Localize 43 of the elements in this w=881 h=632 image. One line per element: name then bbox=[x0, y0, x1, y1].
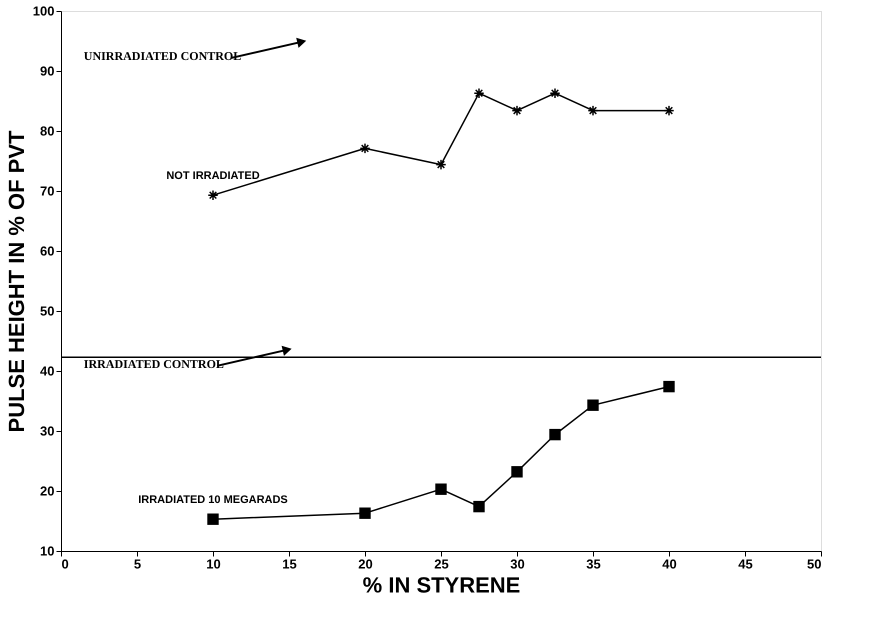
x-tick-label: 35 bbox=[586, 556, 601, 572]
series-label: NOT IRRADIATED bbox=[166, 170, 260, 182]
x-tick-label: 50 bbox=[807, 556, 822, 572]
y-tick-label: 100 bbox=[32, 4, 54, 18]
y-tick-label: 80 bbox=[40, 124, 54, 138]
point bbox=[436, 159, 446, 170]
y-tick-label: 20 bbox=[40, 484, 54, 498]
x-tick-label: 30 bbox=[510, 556, 525, 572]
point bbox=[664, 105, 674, 116]
x-tick-label: 20 bbox=[358, 556, 373, 572]
y-tick-label: 10 bbox=[40, 544, 54, 558]
y-tick-label: 60 bbox=[40, 244, 54, 258]
point bbox=[207, 514, 219, 525]
point bbox=[663, 380, 675, 392]
point bbox=[473, 500, 485, 512]
x-tick-label: 15 bbox=[282, 556, 297, 572]
point bbox=[587, 400, 599, 411]
y-tick-label: 40 bbox=[40, 364, 54, 378]
point bbox=[511, 466, 523, 478]
point bbox=[588, 105, 598, 116]
annotation: UNIRRADIATED CONTROL bbox=[84, 48, 242, 63]
y-tick-label: 70 bbox=[40, 184, 54, 198]
x-tick-label: 45 bbox=[738, 556, 753, 572]
point bbox=[550, 88, 560, 99]
y-tick-label: 90 bbox=[40, 64, 54, 78]
x-tick-label: 5 bbox=[134, 556, 142, 572]
point bbox=[208, 190, 218, 201]
x-tick-label: 40 bbox=[662, 556, 677, 572]
series-label: IRRADIATED 10 MEGARADS bbox=[138, 494, 288, 506]
x-axis-title: % IN STYRENE bbox=[362, 572, 520, 598]
x-tick-label: 25 bbox=[434, 556, 449, 572]
point bbox=[549, 428, 561, 440]
x-tick-label: 0 bbox=[62, 556, 69, 572]
point bbox=[512, 105, 522, 116]
annotation: IRRADIATED CONTROL bbox=[84, 356, 224, 371]
x-tick-label: 10 bbox=[206, 556, 221, 572]
y-tick-label: 30 bbox=[40, 424, 54, 438]
point bbox=[360, 142, 370, 154]
point bbox=[359, 508, 371, 519]
point bbox=[474, 88, 484, 99]
point bbox=[435, 484, 447, 495]
y-axis-title: PULSE HEIGHT IN % OF PVT bbox=[4, 130, 29, 432]
y-tick-label: 50 bbox=[40, 304, 54, 318]
